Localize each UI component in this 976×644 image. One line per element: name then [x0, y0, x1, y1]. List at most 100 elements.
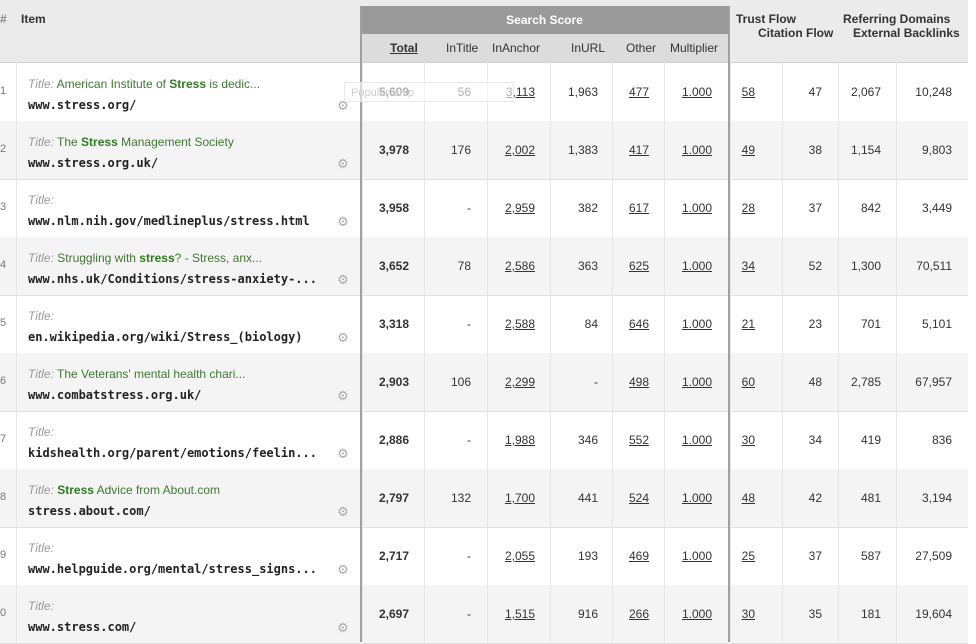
cell-inanchor[interactable]: 2,959: [504, 201, 535, 215]
cell-backlinks: 19,604: [915, 607, 952, 621]
cell-multiplier[interactable]: 1.000: [681, 607, 712, 621]
cell-multiplier[interactable]: 1.000: [681, 143, 712, 157]
col-inurl[interactable]: InURL: [571, 41, 606, 55]
cell-backlinks: 5,101: [921, 317, 952, 331]
cell-inanchor[interactable]: 2,586: [504, 259, 535, 273]
cell-multiplier[interactable]: 1.000: [681, 433, 712, 447]
cell-inanchor[interactable]: 2,002: [504, 143, 535, 157]
cell-multiplier[interactable]: 1.000: [681, 491, 712, 505]
col-other[interactable]: Other: [626, 41, 657, 55]
row-url[interactable]: www.stress.com/: [28, 620, 137, 634]
cell-trust[interactable]: 60: [741, 375, 755, 389]
cell-citation: 48: [808, 375, 822, 389]
cell-total: 3,978: [378, 143, 409, 157]
cell-other[interactable]: 617: [628, 201, 649, 215]
gear-icon[interactable]: ⚙: [337, 388, 349, 403]
row-title: Title: The Veterans' mental health chari…: [28, 367, 245, 381]
cell-trust[interactable]: 30: [741, 433, 755, 447]
cell-total: 3,652: [378, 259, 409, 273]
column-divider: [730, 62, 731, 642]
cell-trust[interactable]: 21: [741, 317, 755, 331]
cell-multiplier[interactable]: 1.000: [681, 259, 712, 273]
cell-multiplier[interactable]: 1.000: [681, 317, 712, 331]
cell-inanchor[interactable]: 2,588: [504, 317, 535, 331]
cell-other[interactable]: 498: [628, 375, 649, 389]
cell-refdomains: 842: [860, 201, 881, 215]
cell-trust[interactable]: 25: [741, 549, 755, 563]
row-url[interactable]: www.combatstress.org.uk/: [28, 388, 202, 402]
cell-other[interactable]: 417: [628, 143, 649, 157]
cell-other[interactable]: 266: [628, 607, 649, 621]
col-external-backlinks[interactable]: External Backlinks: [853, 26, 960, 40]
cell-total: 3,318: [378, 317, 409, 331]
gear-icon[interactable]: ⚙: [337, 98, 349, 113]
cell-refdomains: 419: [860, 433, 881, 447]
table-row[interactable]: 6 Title: The Veterans' mental health char…: [0, 353, 968, 412]
col-total[interactable]: Total: [390, 41, 418, 55]
table-row[interactable]: 8 Title: Stress Advice from About.com stre…: [0, 469, 968, 528]
gear-icon[interactable]: ⚙: [337, 562, 349, 577]
row-url[interactable]: en.wikipedia.org/wiki/Stress_(biology): [28, 330, 303, 344]
cell-inanchor[interactable]: 2,299: [504, 375, 535, 389]
cell-trust[interactable]: 30: [741, 607, 755, 621]
gear-icon[interactable]: ⚙: [337, 330, 349, 345]
gear-icon[interactable]: ⚙: [337, 214, 349, 229]
gear-icon[interactable]: ⚙: [337, 620, 349, 635]
cell-trust[interactable]: 49: [741, 143, 755, 157]
cell-other[interactable]: 469: [628, 549, 649, 563]
cell-refdomains: 481: [860, 491, 881, 505]
cell-multiplier[interactable]: 1.000: [681, 549, 712, 563]
col-trust-flow[interactable]: Trust Flow: [736, 12, 796, 26]
table-row[interactable]: 9 Title: www.helpguide.org/mental/stress_…: [0, 527, 968, 586]
column-divider: [550, 62, 551, 642]
cell-other[interactable]: 646: [628, 317, 649, 331]
column-divider: [487, 62, 488, 642]
cell-inurl: 916: [577, 607, 598, 621]
gear-icon[interactable]: ⚙: [337, 446, 349, 461]
col-citation-flow[interactable]: Citation Flow: [758, 26, 834, 40]
cell-inurl: 84: [584, 317, 598, 331]
search-score-header: Search Score: [360, 6, 729, 34]
col-multiplier[interactable]: Multiplier: [670, 41, 719, 55]
row-url[interactable]: www.stress.org.uk/: [28, 156, 159, 170]
cell-trust[interactable]: 28: [741, 201, 755, 215]
gear-icon[interactable]: ⚙: [337, 156, 349, 171]
row-url[interactable]: www.nhs.uk/Conditions/stress-anxiety-...: [28, 272, 317, 286]
cell-other[interactable]: 477: [628, 85, 649, 99]
cell-inurl: 382: [577, 201, 598, 215]
row-url[interactable]: stress.about.com/: [28, 504, 151, 518]
table-row[interactable]: 7 Title: kidshealth.org/parent/emotions/f…: [0, 411, 968, 470]
col-referring-domains[interactable]: Referring Domains: [843, 12, 951, 26]
table-row[interactable]: 4 Title: Struggling with stress? - Stress…: [0, 237, 968, 296]
gear-icon[interactable]: ⚙: [337, 272, 349, 287]
cell-multiplier[interactable]: 1.000: [681, 375, 712, 389]
cell-inanchor[interactable]: 1,700: [504, 491, 535, 505]
cell-trust[interactable]: 34: [741, 259, 755, 273]
cell-other[interactable]: 524: [628, 491, 649, 505]
cell-trust[interactable]: 58: [741, 85, 755, 99]
cell-inanchor[interactable]: 2,055: [504, 549, 535, 563]
col-item[interactable]: Item: [21, 12, 46, 26]
cell-other[interactable]: 625: [628, 259, 649, 273]
gear-icon[interactable]: ⚙: [337, 504, 349, 519]
table-row[interactable]: 3 Title: www.nlm.nih.gov/medlineplus/stre…: [0, 179, 968, 238]
table-row[interactable]: 5 Title: en.wikipedia.org/wiki/Stress_(bi…: [0, 295, 968, 354]
cell-multiplier[interactable]: 1.000: [681, 201, 712, 215]
row-url[interactable]: www.stress.org/: [28, 98, 137, 112]
table-row[interactable]: 2 Title: The Stress Management Society www…: [0, 121, 968, 180]
cell-multiplier[interactable]: 1.000: [681, 85, 712, 99]
cell-inurl: 1,383: [567, 143, 598, 157]
cell-inanchor[interactable]: 1,515: [504, 607, 535, 621]
col-intitle[interactable]: InTitle: [446, 41, 479, 55]
table-row[interactable]: 0 Title: www.stress.com/ ⚙ 2,697 - 1,515 916 26…: [0, 585, 968, 644]
cell-inanchor[interactable]: 1,988: [504, 433, 535, 447]
row-url[interactable]: kidshealth.org/parent/emotions/feelin...: [28, 446, 317, 460]
row-url[interactable]: www.helpguide.org/mental/stress_signs...: [28, 562, 317, 576]
row-url[interactable]: www.nlm.nih.gov/medlineplus/stress.html: [28, 214, 310, 228]
col-inanchor[interactable]: InAnchor: [492, 41, 541, 55]
title-text-rest: ? - Stress, anx...: [174, 251, 263, 265]
cell-trust[interactable]: 48: [741, 491, 755, 505]
cell-other[interactable]: 552: [628, 433, 649, 447]
cell-total: 2,886: [378, 433, 409, 447]
title-label: Title:: [28, 77, 54, 91]
